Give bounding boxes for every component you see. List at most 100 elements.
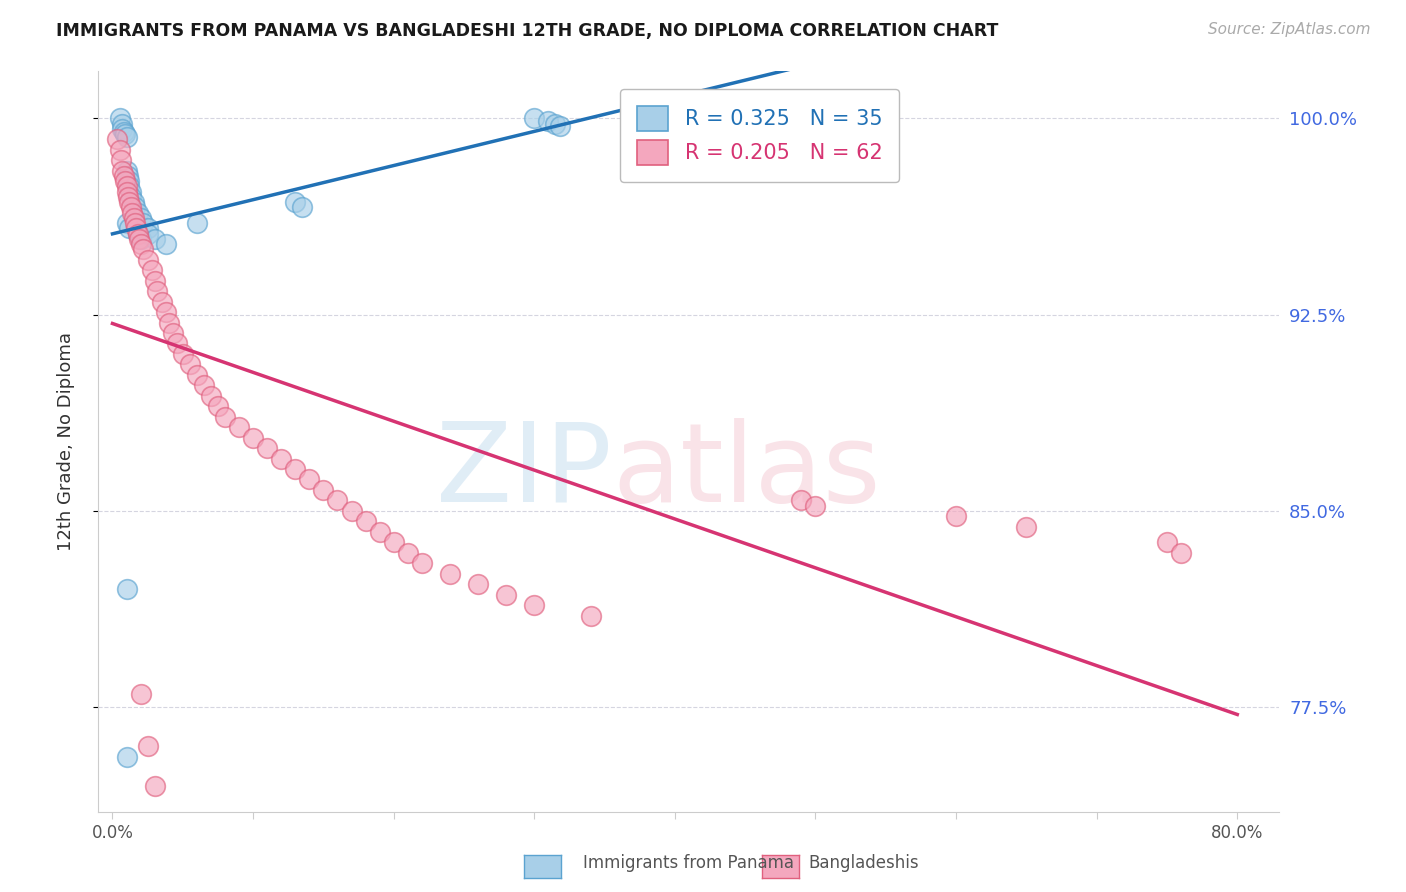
Point: [136, 252, 159, 267]
Point: [120, 190, 142, 204]
Point: [115, 216, 138, 230]
Point: [214, 409, 236, 424]
Point: [439, 566, 461, 581]
Point: [129, 237, 152, 252]
Point: [1170, 546, 1192, 560]
Point: [124, 201, 146, 215]
Point: [150, 294, 173, 309]
Point: [790, 493, 813, 508]
Point: [129, 211, 152, 225]
Point: [945, 509, 967, 524]
Point: [136, 739, 159, 754]
Point: [143, 274, 166, 288]
Point: [120, 185, 142, 199]
Point: [312, 483, 335, 497]
Point: [382, 535, 405, 549]
Point: [141, 263, 163, 277]
Point: [270, 451, 292, 466]
Point: [127, 227, 149, 241]
Point: [396, 546, 419, 560]
Point: [495, 588, 517, 602]
Point: [111, 163, 134, 178]
Point: [228, 420, 250, 434]
Point: [118, 195, 141, 210]
Point: [125, 221, 148, 235]
Point: [1156, 535, 1178, 549]
Point: [108, 112, 131, 126]
Point: [118, 174, 141, 188]
Point: [115, 749, 138, 764]
Point: [143, 232, 166, 246]
Point: [162, 326, 184, 340]
Point: [118, 179, 141, 194]
Text: IMMIGRANTS FROM PANAMA VS BANGLADESHI 12TH GRADE, NO DIPLOMA CORRELATION CHART: IMMIGRANTS FROM PANAMA VS BANGLADESHI 12…: [56, 22, 998, 40]
Point: [122, 195, 145, 210]
Point: [122, 211, 145, 225]
Point: [368, 524, 391, 539]
Point: [411, 556, 433, 570]
Point: [166, 336, 188, 351]
Point: [117, 169, 139, 183]
Point: [155, 237, 177, 252]
Point: [136, 227, 159, 241]
Point: [114, 174, 136, 188]
Point: [298, 473, 321, 487]
Point: [537, 114, 560, 128]
Point: [256, 441, 278, 455]
Text: ZIP: ZIP: [436, 417, 612, 524]
Point: [172, 347, 194, 361]
Point: [207, 399, 229, 413]
Point: [284, 462, 307, 476]
Text: Bangladeshis: Bangladeshis: [808, 855, 920, 872]
Y-axis label: 12th Grade, No Diploma: 12th Grade, No Diploma: [56, 332, 75, 551]
Point: [105, 132, 128, 146]
Point: [108, 143, 131, 157]
Point: [146, 284, 169, 298]
Point: [132, 216, 155, 230]
Point: [523, 112, 546, 126]
Point: [118, 221, 141, 235]
Point: [129, 687, 152, 701]
Point: [155, 305, 177, 319]
Point: [186, 216, 208, 230]
Legend: R = 0.325   N = 35, R = 0.205   N = 62: R = 0.325 N = 35, R = 0.205 N = 62: [620, 89, 900, 182]
Point: [354, 514, 377, 528]
Point: [115, 163, 138, 178]
Point: [193, 378, 215, 392]
Point: [179, 357, 201, 371]
Point: [112, 169, 135, 183]
Point: [128, 232, 150, 246]
Point: [340, 504, 363, 518]
Point: [120, 201, 142, 215]
Point: [544, 117, 567, 131]
Point: [548, 120, 571, 134]
Point: [110, 153, 132, 168]
Point: [1015, 519, 1038, 533]
Point: [326, 493, 349, 508]
Point: [111, 122, 134, 136]
Point: [117, 190, 139, 204]
Point: [136, 221, 159, 235]
Point: [115, 179, 138, 194]
Point: [579, 608, 602, 623]
Point: [127, 205, 149, 219]
Point: [115, 582, 138, 597]
Text: Source: ZipAtlas.com: Source: ZipAtlas.com: [1208, 22, 1371, 37]
Point: [114, 127, 136, 141]
Point: [111, 117, 134, 131]
Point: [200, 389, 222, 403]
Text: atlas: atlas: [612, 417, 880, 524]
Text: Immigrants from Panama: Immigrants from Panama: [583, 855, 794, 872]
Point: [143, 779, 166, 793]
Point: [523, 598, 546, 612]
Point: [291, 201, 314, 215]
Point: [124, 216, 146, 230]
Point: [242, 431, 264, 445]
Point: [115, 129, 138, 144]
Point: [186, 368, 208, 382]
Point: [129, 232, 152, 246]
Point: [112, 124, 135, 138]
Point: [804, 499, 827, 513]
Point: [467, 577, 489, 591]
Point: [284, 195, 307, 210]
